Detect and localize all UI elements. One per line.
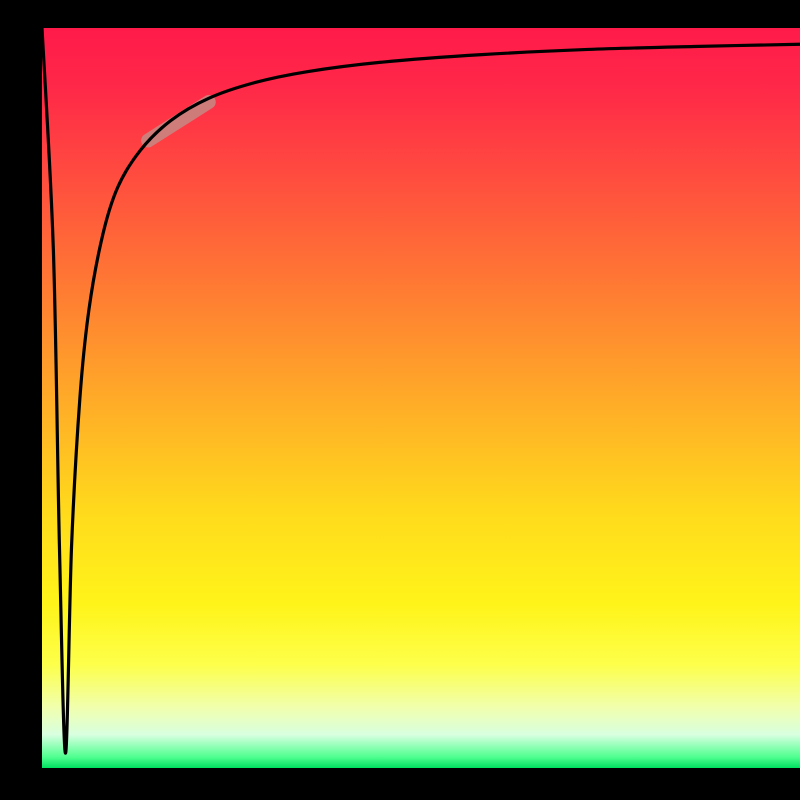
- curve-svg: [0, 0, 800, 800]
- highlight-segment: [148, 102, 209, 140]
